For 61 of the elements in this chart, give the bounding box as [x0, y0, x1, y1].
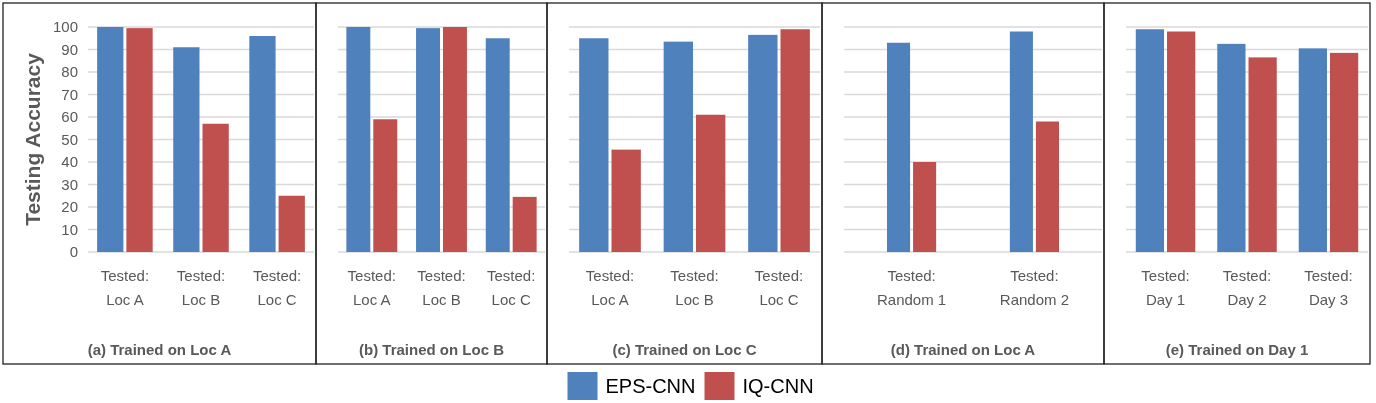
bar — [278, 195, 305, 252]
y-tick-label: 30 — [61, 175, 78, 193]
bar — [780, 29, 810, 252]
y-tick-label: 70 — [61, 85, 78, 103]
bar — [373, 119, 398, 252]
bar — [663, 41, 693, 252]
y-tick-label: 100 — [52, 18, 78, 36]
x-tick-label: Tested: Loc B — [670, 267, 719, 308]
bar — [416, 28, 440, 252]
y-tick-label: 40 — [61, 153, 78, 171]
bar — [579, 38, 609, 252]
x-tick-label: Tested: Day 3 — [1304, 267, 1353, 308]
text: (d) Trained on Loc A — [890, 341, 1036, 358]
bar — [1329, 52, 1359, 252]
bar — [1035, 121, 1059, 252]
text: (a) Trained on Loc A — [87, 341, 232, 358]
bar — [1009, 31, 1033, 252]
y-tick-label: 50 — [61, 130, 78, 148]
y-tick-label: 80 — [61, 63, 78, 81]
bar — [1298, 48, 1327, 252]
x-tick-label: Tested: Loc C — [487, 267, 536, 308]
y-tick-label: 0 — [69, 243, 78, 261]
y-tick-label: 90 — [61, 40, 78, 58]
bar — [173, 47, 200, 252]
bar — [887, 42, 911, 252]
x-tick-label: Tested: Loc A — [347, 267, 396, 308]
x-tick-label: Tested: Loc B — [417, 267, 466, 308]
bar — [485, 38, 510, 252]
bar — [97, 27, 124, 252]
bar — [748, 34, 778, 252]
y-tick-label: 10 — [61, 220, 78, 238]
y-tick-label: 20 — [61, 198, 78, 216]
bar — [696, 114, 726, 252]
x-tick-label: Tested: Day 1 — [1141, 267, 1190, 308]
bar — [611, 149, 641, 252]
x-tick-label: Tested: Loc A — [100, 267, 150, 308]
text: (c) Trained on Loc C — [612, 341, 757, 358]
legend-label: EPS-CNN — [605, 375, 696, 397]
bar — [126, 28, 153, 252]
x-tick-label: Tested: Day 2 — [1222, 267, 1272, 308]
text: (b) Trained on Loc B — [359, 341, 505, 358]
y-axis-title: Testing Accuracy — [21, 52, 44, 226]
x-tick-label: Tested: Loc B — [176, 267, 226, 308]
bar — [1167, 31, 1196, 252]
bar — [202, 123, 229, 252]
legend-label: IQ-CNN — [742, 375, 814, 397]
bar — [913, 162, 937, 252]
bar — [1217, 43, 1246, 252]
bar — [249, 36, 276, 252]
x-tick-label: Tested: Random 2 — [999, 267, 1070, 308]
bar — [1248, 57, 1277, 252]
x-tick-label: Tested: Loc C — [754, 267, 804, 308]
bar — [1135, 29, 1165, 252]
x-tick-label: Tested: Loc C — [252, 267, 302, 308]
bar — [443, 27, 467, 252]
x-tick-label: Tested: Loc A — [585, 267, 635, 308]
text: (e) Trained on Day 1 — [1165, 341, 1309, 358]
x-tick-label: Tested: Random 1 — [876, 267, 947, 308]
bar — [346, 27, 371, 252]
bar — [512, 196, 537, 252]
y-tick-label: 60 — [61, 108, 78, 126]
